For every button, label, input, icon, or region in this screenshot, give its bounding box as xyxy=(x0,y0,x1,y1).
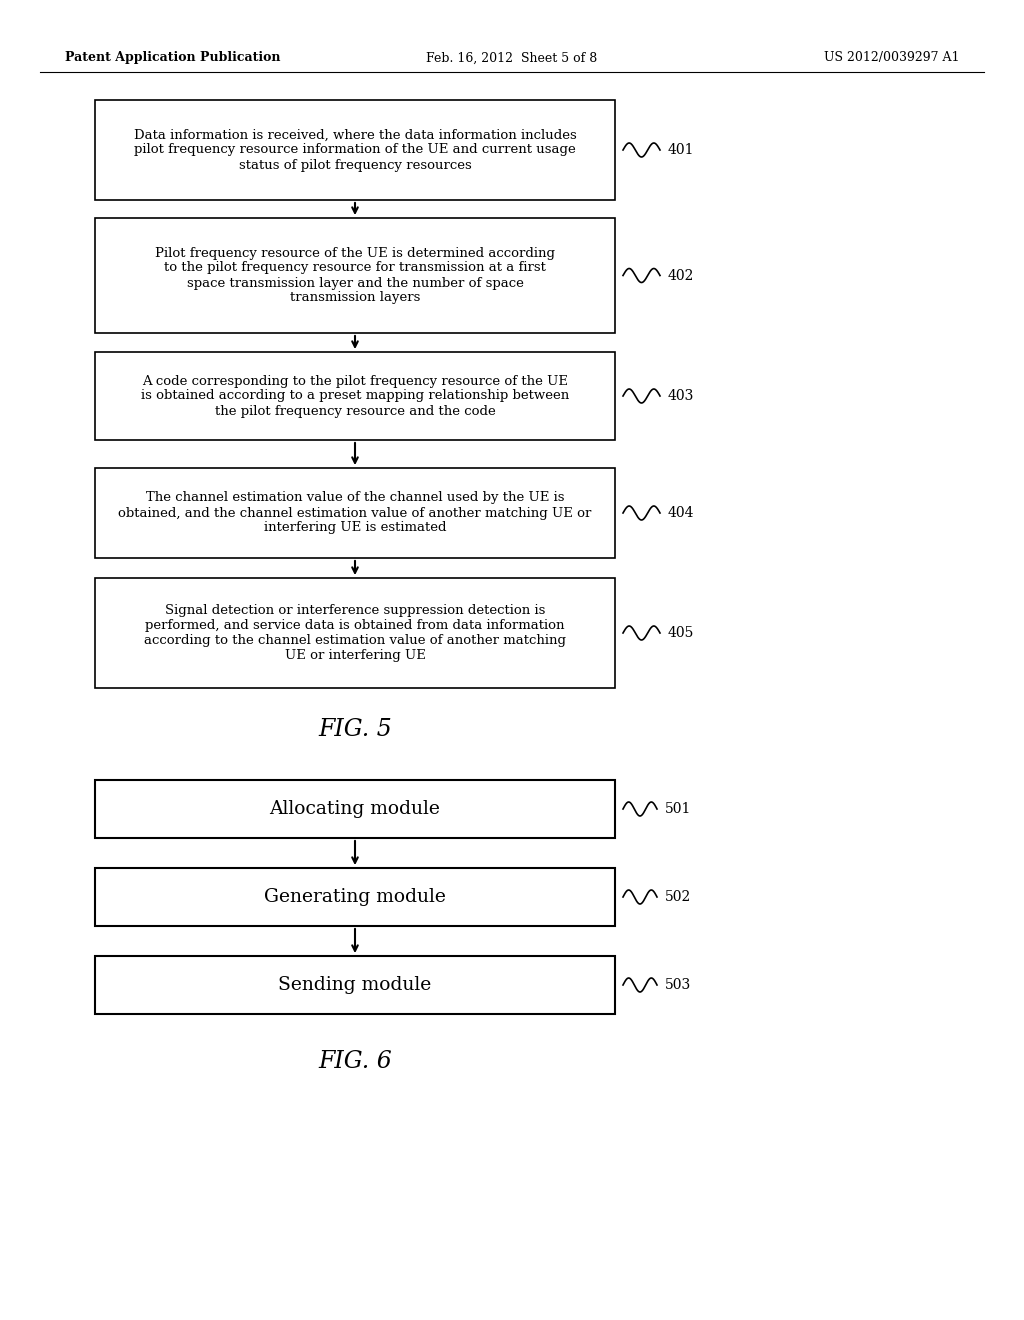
Text: FIG. 5: FIG. 5 xyxy=(318,718,392,742)
Bar xyxy=(95,218,615,333)
Text: Pilot frequency resource of the UE is determined according
to the pilot frequenc: Pilot frequency resource of the UE is de… xyxy=(155,247,555,305)
Text: The channel estimation value of the channel used by the UE is
obtained, and the : The channel estimation value of the chan… xyxy=(119,491,592,535)
Text: Data information is received, where the data information includes
pilot frequenc: Data information is received, where the … xyxy=(133,128,577,172)
Bar xyxy=(95,578,615,688)
Text: 503: 503 xyxy=(665,978,691,993)
Bar xyxy=(95,352,615,440)
Bar xyxy=(95,956,615,1014)
Text: Feb. 16, 2012  Sheet 5 of 8: Feb. 16, 2012 Sheet 5 of 8 xyxy=(426,51,598,65)
Text: 401: 401 xyxy=(668,143,694,157)
Text: 402: 402 xyxy=(668,268,694,282)
Bar xyxy=(95,869,615,927)
Text: Patent Application Publication: Patent Application Publication xyxy=(65,51,281,65)
Text: Sending module: Sending module xyxy=(279,975,432,994)
Bar xyxy=(95,100,615,201)
Text: Allocating module: Allocating module xyxy=(269,800,440,818)
Text: A code corresponding to the pilot frequency resource of the UE
is obtained accor: A code corresponding to the pilot freque… xyxy=(141,375,569,417)
Text: 502: 502 xyxy=(665,890,691,904)
Text: Signal detection or interference suppression detection is
performed, and service: Signal detection or interference suppres… xyxy=(144,605,566,663)
Text: 405: 405 xyxy=(668,626,694,640)
Bar xyxy=(95,469,615,558)
Text: 501: 501 xyxy=(665,803,691,816)
Text: Generating module: Generating module xyxy=(264,888,445,906)
Bar xyxy=(95,780,615,838)
Text: US 2012/0039297 A1: US 2012/0039297 A1 xyxy=(824,51,961,65)
Text: 404: 404 xyxy=(668,506,694,520)
Text: FIG. 6: FIG. 6 xyxy=(318,1051,392,1073)
Text: 403: 403 xyxy=(668,389,694,403)
